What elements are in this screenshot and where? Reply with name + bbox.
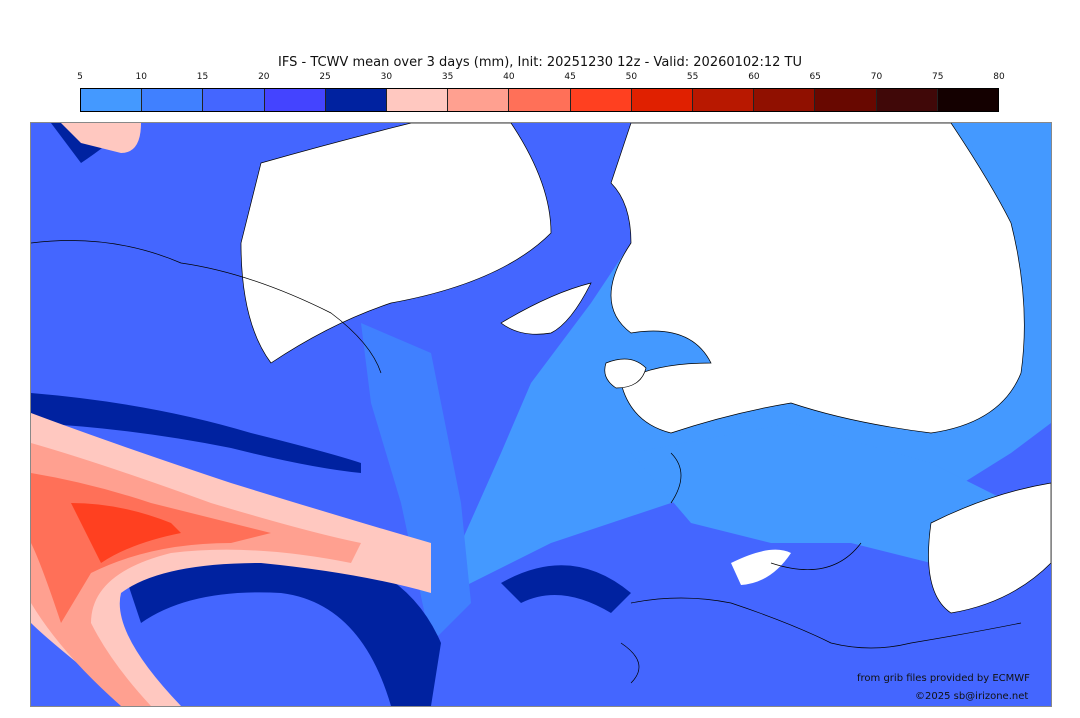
greenland [240,123,552,364]
colorbar-tick-label: 70 [870,72,883,82]
colorbar-tick-label: 50 [625,72,638,82]
colorbar-segment [448,89,510,111]
copyright-credit: ©2025 sb@irizone.net [915,691,1029,702]
source-credit: from grib files provided by ECMWF [857,673,1030,684]
colorbar-segment [693,89,755,111]
colorbar-tick-label: 30 [380,72,393,82]
colorbar-tick-label: 5 [77,72,83,82]
colorbar-tick-label: 10 [135,72,147,82]
colorbar-segment [264,89,326,111]
colorbar-segment [815,89,877,111]
colorbar-tick-labels: 5 10 15 20 25 30 35 40 45 50 55 60 65 70 75 80 [77,72,1005,84]
map-title: IFS - TCWV mean over 3 days (mm), Init: … [278,55,802,70]
svalbard-arctic [610,123,1025,434]
colorbar-tick-label: 80 [993,72,1005,82]
dark-blue-band-1 [31,393,361,473]
coast-greenland-west [31,240,382,374]
colorbar-segment [754,89,816,111]
colorbar-tick-label: 15 [196,72,209,82]
light-blue-europe [631,423,1011,563]
colorbar-segment [509,89,571,111]
mid-blue-wedge [361,323,471,643]
colorbar-tick-label: 60 [748,72,760,82]
dark-blue-band-2 [121,545,441,706]
colorbar-segment [876,89,938,111]
eastern-europe-land [928,482,1051,614]
colorbar-segment [570,89,632,111]
colorbar-segment [325,89,388,111]
colorbar-tick-label: 35 [441,72,454,82]
colorbar-segment [81,89,143,111]
iceland [604,358,647,389]
alps-land [731,549,791,585]
colorbar-tick-label: 25 [319,72,331,82]
greenland-east-land [500,282,592,335]
colorbar-tick-label: 65 [809,72,821,82]
pink-greenland-top [61,123,141,153]
colorbar-segment [937,89,999,111]
coast-europe [620,452,1022,684]
colorbar-segment [387,89,449,111]
colorbar-tick-label: 75 [931,72,944,82]
colorbar-segment [631,89,694,111]
red-core [71,503,181,563]
colorbar-tick-label: 40 [503,72,515,82]
colorbar-tick-label: 45 [564,72,576,82]
tcwv-map [30,122,1052,707]
colorbar-tick-label: 20 [258,72,270,82]
dark-blue-band-3 [501,565,631,613]
colorbar [80,88,999,112]
colorbar-segment [203,89,265,111]
map-canvas [31,123,1051,706]
colorbar-tick-label: 55 [686,72,699,82]
colorbar-segment [142,89,204,111]
